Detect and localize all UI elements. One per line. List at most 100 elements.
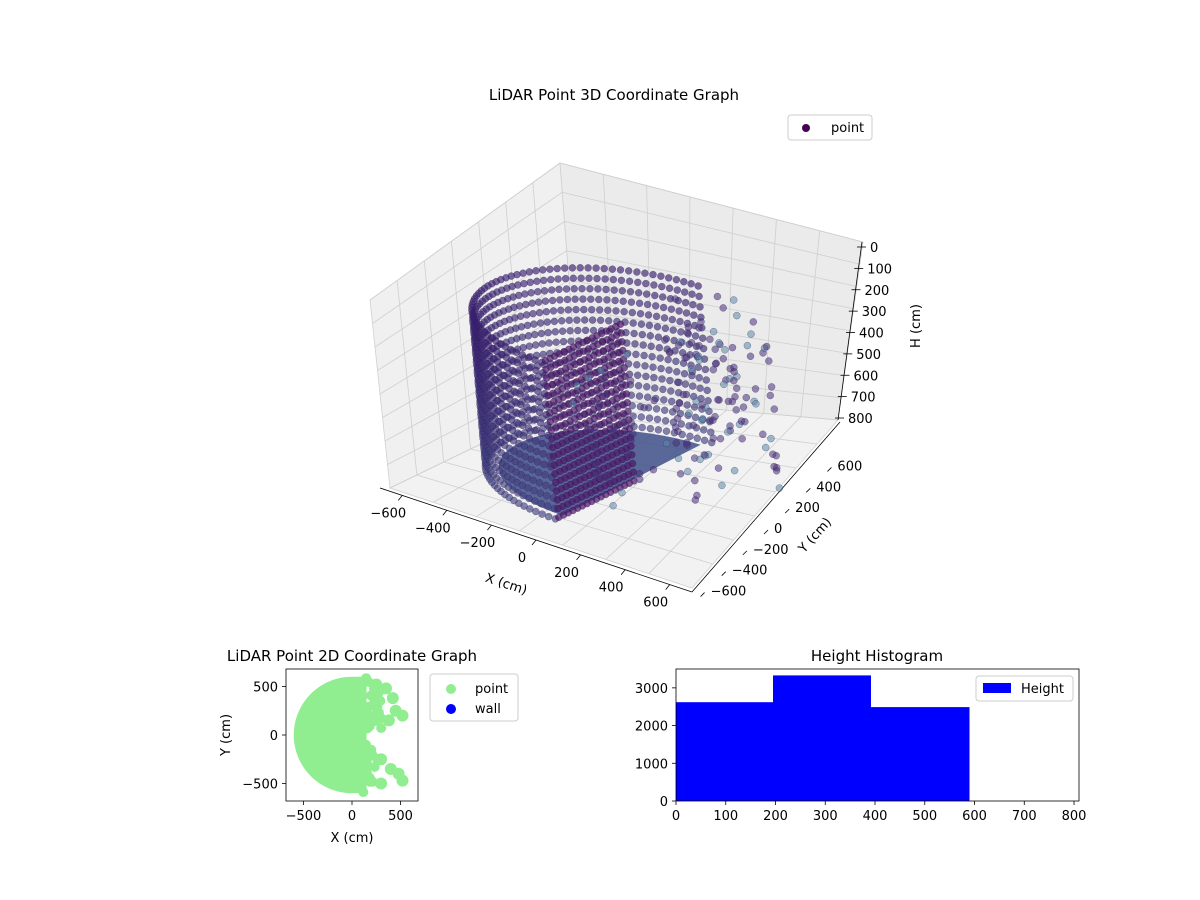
data-point bbox=[627, 419, 636, 427]
y-tick-mark bbox=[784, 508, 790, 514]
data-point bbox=[732, 384, 741, 393]
data-point bbox=[554, 504, 562, 513]
data-point bbox=[543, 491, 551, 500]
data-point bbox=[584, 264, 592, 272]
data-point bbox=[364, 776, 375, 787]
data-point bbox=[711, 345, 719, 354]
data-point bbox=[532, 447, 541, 456]
x-tick-label: 400 bbox=[863, 809, 888, 824]
data-point bbox=[602, 471, 611, 480]
data-point bbox=[355, 691, 365, 702]
data-point bbox=[654, 333, 663, 341]
data-point bbox=[769, 450, 777, 458]
legend-2d-label-point: point bbox=[475, 682, 508, 697]
data-point bbox=[554, 275, 562, 283]
data-point bbox=[622, 351, 631, 359]
data-point bbox=[574, 326, 582, 335]
data-point bbox=[573, 381, 581, 390]
data-point bbox=[701, 365, 710, 374]
data-point bbox=[688, 290, 696, 298]
data-point bbox=[546, 417, 555, 426]
data-point bbox=[534, 287, 542, 296]
data-point bbox=[595, 306, 604, 314]
data-point bbox=[538, 510, 546, 518]
legend-3d-frame bbox=[787, 114, 873, 141]
chart-3d-title: LiDAR Point 3D Coordinate Graph bbox=[489, 86, 739, 104]
data-point bbox=[536, 418, 545, 427]
data-point bbox=[672, 404, 681, 413]
data-point bbox=[695, 373, 703, 382]
data-point bbox=[742, 393, 751, 402]
data-point bbox=[667, 397, 676, 406]
data-point bbox=[524, 332, 533, 340]
data-point bbox=[658, 375, 666, 383]
data-point bbox=[386, 692, 399, 705]
data-point bbox=[703, 386, 711, 395]
data-point bbox=[646, 332, 655, 340]
data-point bbox=[541, 471, 549, 479]
data-point bbox=[588, 316, 597, 324]
data-point bbox=[543, 374, 551, 382]
data-point bbox=[665, 348, 674, 356]
data-point bbox=[585, 274, 593, 283]
data-point bbox=[608, 265, 617, 273]
data-point bbox=[732, 406, 740, 414]
data-point bbox=[651, 291, 659, 300]
data-point bbox=[719, 304, 727, 312]
data-point bbox=[694, 352, 703, 361]
legend-2d-label-wall: wall bbox=[475, 702, 501, 717]
data-point bbox=[369, 711, 380, 722]
data-point bbox=[534, 387, 542, 396]
data-point bbox=[629, 319, 637, 327]
data-point bbox=[525, 342, 534, 350]
data-point bbox=[687, 365, 696, 374]
data-point bbox=[743, 341, 752, 350]
data-point bbox=[532, 267, 540, 275]
data-point bbox=[715, 339, 723, 347]
data-point bbox=[556, 296, 564, 304]
data-point bbox=[603, 296, 611, 304]
chart-2d: LiDAR Point 2D Coordinate Graph −500 0 500… bbox=[219, 647, 519, 846]
data-point bbox=[396, 774, 409, 787]
data-point bbox=[660, 396, 668, 404]
histogram-bars bbox=[676, 675, 970, 801]
points-2d bbox=[293, 673, 409, 798]
data-point bbox=[673, 414, 682, 423]
data-point bbox=[766, 391, 775, 400]
y-tick-label: −500 bbox=[242, 778, 278, 793]
y-tick-label: 2000 bbox=[635, 720, 668, 735]
data-point bbox=[713, 292, 722, 301]
data-point bbox=[653, 323, 662, 331]
data-point bbox=[616, 266, 625, 274]
data-point bbox=[664, 355, 672, 364]
data-point bbox=[653, 415, 662, 424]
data-point bbox=[534, 298, 543, 306]
x-ticks-3d: −600 −400 −200 0 200 400 600 bbox=[370, 495, 671, 611]
grid-line bbox=[372, 191, 563, 324]
data-point bbox=[356, 784, 367, 795]
data-point bbox=[515, 291, 523, 300]
data-point bbox=[658, 282, 666, 291]
data-point bbox=[714, 464, 723, 472]
data-point bbox=[689, 300, 697, 309]
grid-line bbox=[559, 162, 864, 243]
data-point bbox=[767, 383, 776, 391]
y-tick-label: 200 bbox=[795, 501, 820, 516]
data-point bbox=[624, 267, 633, 275]
data-point bbox=[642, 290, 651, 298]
data-point bbox=[519, 343, 528, 352]
data-point bbox=[641, 269, 649, 277]
data-point bbox=[620, 307, 628, 316]
data-point bbox=[568, 399, 577, 408]
data-point bbox=[555, 513, 563, 522]
data-point bbox=[671, 423, 680, 431]
data-point bbox=[628, 308, 637, 317]
data-point bbox=[700, 436, 709, 445]
data-point bbox=[640, 403, 648, 412]
data-point bbox=[624, 450, 632, 458]
data-point bbox=[696, 303, 704, 311]
data-point bbox=[720, 380, 728, 389]
data-point bbox=[537, 499, 545, 508]
data-point bbox=[652, 405, 661, 413]
y-ticks-3d: −600 −400 −200 0 200 400 600 bbox=[700, 459, 862, 600]
